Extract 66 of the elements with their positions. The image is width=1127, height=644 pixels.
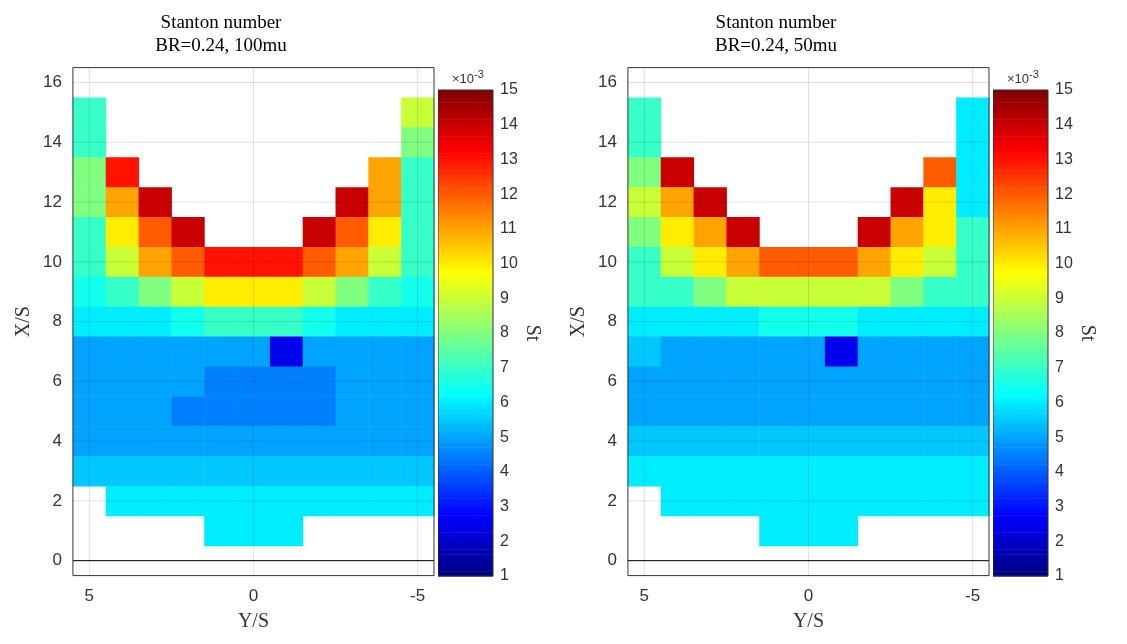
y-axis-title: X/S xyxy=(566,306,589,338)
color-bar-label: 9 xyxy=(500,288,509,306)
y-tick-label: 0 xyxy=(52,550,62,570)
color-bar-label: 14 xyxy=(1055,115,1073,133)
y-tick-label: 6 xyxy=(52,371,62,391)
chart-title: Stanton number xyxy=(715,11,838,33)
color-bar-label: 15 xyxy=(1055,80,1073,98)
x-tick-label: 0 xyxy=(248,586,259,606)
x-tick-label: 5 xyxy=(84,586,95,606)
x-axis-title: Y/S xyxy=(792,609,825,632)
y-tick-label: 14 xyxy=(597,131,617,151)
text: ×10$^{-3}$ xyxy=(1007,68,1039,87)
y-tick-label: 16 xyxy=(597,72,617,92)
color-bar-label: 13 xyxy=(500,149,518,167)
color-bar-title: St xyxy=(1077,324,1100,342)
color-bar-label: 5 xyxy=(500,427,509,445)
color-bar-label: 3 xyxy=(1055,496,1064,514)
y-axis-title: X/S xyxy=(11,306,34,338)
color-bar-label: 3 xyxy=(500,496,509,514)
x-tick-label: 0 xyxy=(803,586,814,606)
color-bar-label: 15 xyxy=(500,80,518,98)
color-bar-label: 9 xyxy=(1055,288,1064,306)
chart-subtitle: BR=0.24, 100mu xyxy=(155,34,288,56)
color-bar-label: 8 xyxy=(500,323,509,341)
y-tick-label: 14 xyxy=(42,131,62,151)
color-bar-label: 7 xyxy=(1055,358,1064,376)
x-axis-title: Y/S xyxy=(237,609,270,632)
y-tick-label: 8 xyxy=(52,311,62,331)
y-tick-label: 4 xyxy=(52,430,62,450)
y-tick-label: 4 xyxy=(607,430,617,450)
color-bar-label: 2 xyxy=(1055,531,1064,549)
y-tick-label: 2 xyxy=(607,490,617,510)
color-bar-label: 11 xyxy=(1055,219,1072,237)
color-bar-label: 2 xyxy=(500,531,509,549)
y-tick-label: 8 xyxy=(607,311,617,331)
x-tick-label: -5 xyxy=(410,586,426,606)
color-bar-label: 1 xyxy=(1055,566,1064,584)
color-bar-label: 6 xyxy=(1055,392,1064,410)
color-bar-label: 10 xyxy=(500,253,518,271)
color-bar-label: 12 xyxy=(500,184,518,202)
color-bar-label: 14 xyxy=(500,115,518,133)
chart-title: Stanton number xyxy=(160,11,283,33)
color-bar-label: 1 xyxy=(500,566,509,584)
color-bar-label: 7 xyxy=(500,358,509,376)
y-tick-label: 0 xyxy=(607,550,617,570)
y-tick-label: 16 xyxy=(42,72,62,92)
x-tick-label: 5 xyxy=(639,586,650,606)
color-bar-label: 4 xyxy=(1055,462,1064,480)
y-tick-label: 12 xyxy=(42,191,62,211)
color-bar-label: 4 xyxy=(500,462,509,480)
x-tick-label: -5 xyxy=(965,586,981,606)
y-tick-label: 2 xyxy=(52,490,62,510)
y-tick-label: 6 xyxy=(607,371,617,391)
y-tick-label: 12 xyxy=(597,191,617,211)
y-tick-label: 10 xyxy=(42,251,62,271)
color-bar-title: St xyxy=(522,324,545,342)
chart-subtitle: BR=0.24, 50mu xyxy=(714,34,838,56)
color-bar-label: 13 xyxy=(1055,149,1073,167)
color-bar-label: 10 xyxy=(1055,253,1073,271)
color-bar-label: 11 xyxy=(500,219,517,237)
y-tick-label: 10 xyxy=(597,251,617,271)
color-bar-label: 8 xyxy=(1055,323,1064,341)
color-bar-label: 5 xyxy=(1055,427,1064,445)
color-bar-label: 6 xyxy=(500,392,509,410)
text: ×10$^{-3}$ xyxy=(452,68,484,87)
color-bar-label: 12 xyxy=(1055,184,1073,202)
